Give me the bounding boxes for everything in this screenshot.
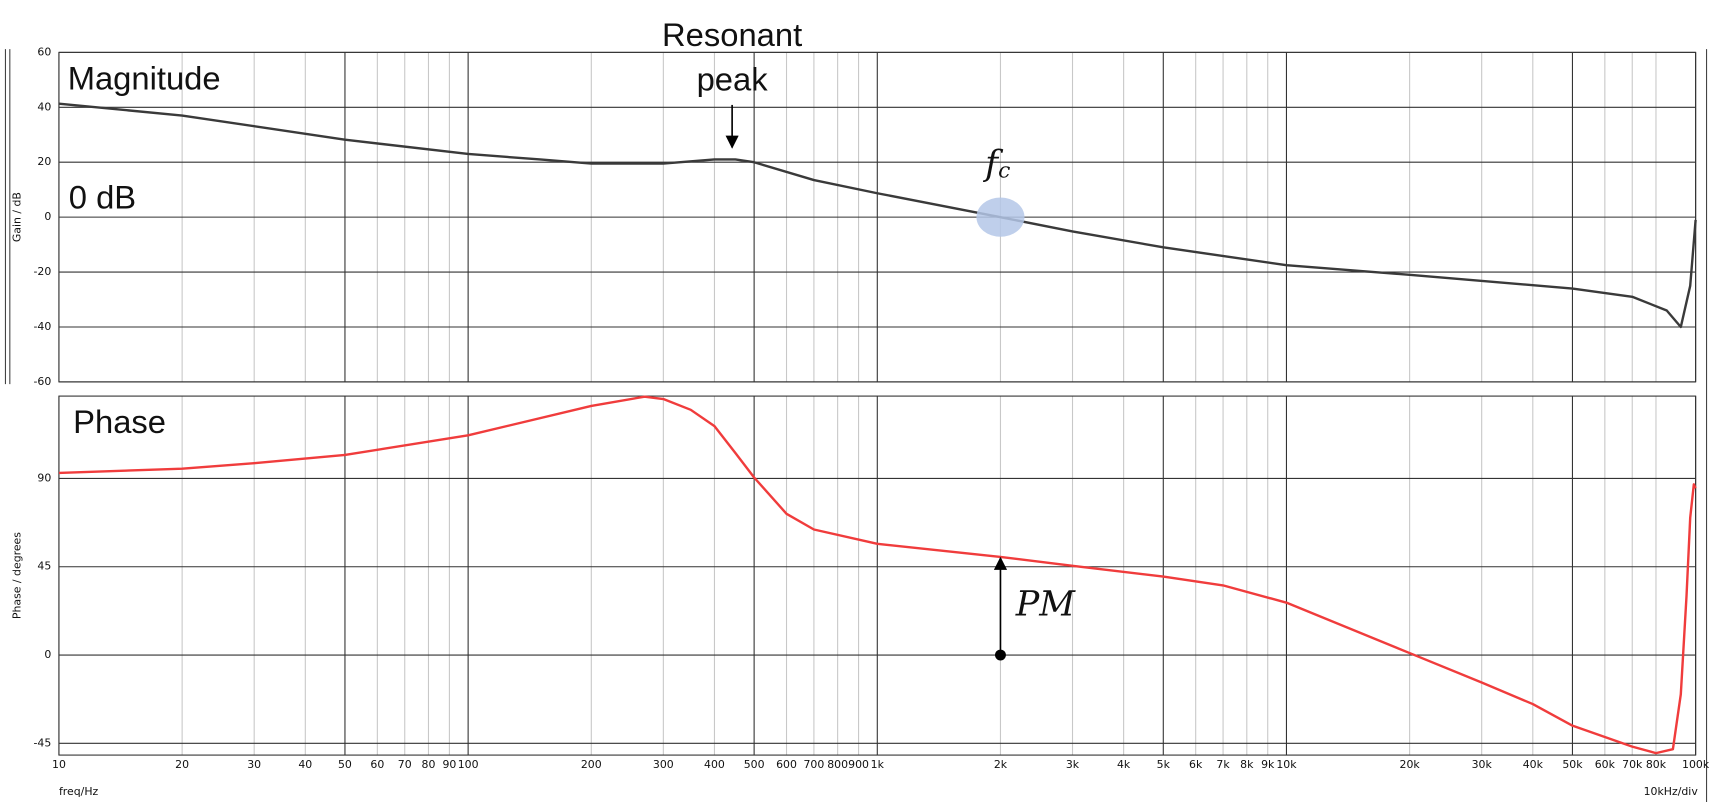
data-line — [58, 102, 1697, 329]
y-tick-label: 20 — [37, 155, 51, 168]
x-tick-label: 2k — [994, 758, 1008, 771]
x-tick-label: 5k — [1157, 758, 1171, 771]
y-tick-label: -20 — [33, 265, 51, 278]
x-tick-label: 50 — [338, 758, 352, 771]
marks — [58, 102, 1697, 755]
y-tick-label: 45 — [37, 560, 51, 573]
x-tick-label: 300 — [653, 758, 674, 771]
x-axis-title: freq/Hz — [59, 785, 99, 798]
y-tick-label: -60 — [33, 375, 51, 388]
annotation: PM — [1015, 584, 1077, 624]
x-tick-label: 4k — [1117, 758, 1131, 771]
y-axis-title: Phase / degrees — [10, 532, 23, 619]
x-tick-label: 100k — [1682, 758, 1710, 771]
x-tick-label: 9k — [1261, 758, 1275, 771]
y-tick-label: 60 — [37, 45, 51, 58]
x-tick-label: 400 — [704, 758, 725, 771]
x-tick-label: 200 — [581, 758, 602, 771]
plot-frame — [58, 395, 1697, 756]
y-tick-label: 90 — [37, 471, 51, 484]
y-tick-label: -45 — [33, 736, 51, 749]
x-tick-label: 1k — [871, 758, 885, 771]
x-tick-label: 700 — [803, 758, 824, 771]
x-tick-label: 8k — [1240, 758, 1254, 771]
annotation: fc — [982, 143, 1010, 183]
x-tick-label: 60 — [370, 758, 384, 771]
panel-title: Magnitude — [68, 59, 221, 96]
annotation: 0 dB — [69, 178, 136, 215]
x-tick-label: 20k — [1400, 758, 1421, 771]
x-tick-label: 20 — [175, 758, 189, 771]
x-axis-note: 10kHz/div — [1644, 785, 1699, 798]
annotation-dot — [995, 649, 1006, 661]
x-tick-label: 10k — [1276, 758, 1297, 771]
x-tick-label: 70k — [1622, 758, 1643, 771]
x-tick-label: 90 — [442, 758, 456, 771]
x-tick-label: 30k — [1472, 758, 1493, 771]
labels: -60 -40 -20 0 20 40 60 Magnitude Gain / dB Resona… — [10, 17, 1710, 798]
y-axis-title: Gain / dB — [10, 192, 23, 242]
x-tick-label: 60k — [1595, 758, 1616, 771]
x-tick-label: 70 — [398, 758, 412, 771]
x-tick-label: 40k — [1523, 758, 1544, 771]
x-tick-label: 600 — [776, 758, 797, 771]
x-tick-label: 80 — [422, 758, 436, 771]
x-tick-label: 7k — [1216, 758, 1230, 771]
annotation-subscript: c — [998, 158, 1010, 183]
x-tick-label: 900 — [848, 758, 869, 771]
x-tick-label: 80k — [1646, 758, 1667, 771]
x-tick-label: 50k — [1562, 758, 1583, 771]
x-tick-label: 30 — [247, 758, 261, 771]
x-tick-label: 40 — [298, 758, 312, 771]
x-tick-label: 100 — [458, 758, 479, 771]
x-tick-label: 500 — [744, 758, 765, 771]
y-tick-label: 40 — [37, 100, 51, 113]
grid — [58, 51, 1697, 756]
x-tick-label: 6k — [1189, 758, 1203, 771]
plot-frame — [58, 51, 1697, 383]
data-line — [58, 395, 1697, 755]
highlight — [976, 197, 1025, 237]
annotation: Resonant peak — [661, 17, 803, 99]
y-tick-label: -40 — [33, 320, 51, 333]
y-tick-label: 0 — [44, 648, 51, 661]
x-tick-label: 10 — [52, 758, 66, 771]
x-tick-label: 800 — [827, 758, 848, 771]
annotation-box: Resonant peak — [661, 17, 803, 99]
y-tick-label: 0 — [44, 210, 51, 223]
panel-title: Phase — [73, 403, 166, 440]
x-tick-label: 3k — [1066, 758, 1080, 771]
